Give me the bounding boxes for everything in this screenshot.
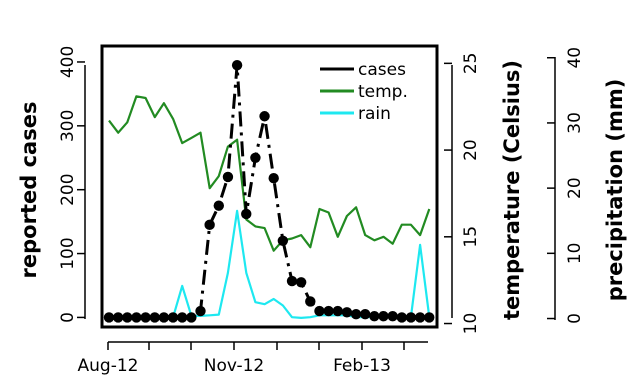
left-tick-label-4: 400 bbox=[58, 46, 78, 78]
temperature-tick-label-3: 25 bbox=[461, 53, 481, 75]
series-cases-point-16 bbox=[250, 152, 261, 163]
series-cases-point-23 bbox=[314, 305, 325, 317]
series-cases-point-11 bbox=[204, 219, 215, 231]
x-tick-label-1: Nov-12 bbox=[204, 356, 265, 376]
series-cases-point-30 bbox=[378, 310, 389, 322]
legend-label-rain: rain bbox=[358, 104, 391, 124]
series-cases-point-27 bbox=[350, 309, 362, 320]
temperature-tick-label-2: 20 bbox=[461, 139, 481, 161]
series-cases-point-4 bbox=[140, 312, 151, 323]
series-cases-point-8 bbox=[177, 312, 188, 323]
precipitation-tick-label-3: 30 bbox=[565, 112, 585, 134]
series-cases-point-32 bbox=[396, 312, 407, 323]
series-cases-point-34 bbox=[414, 312, 426, 323]
left-tick-label-3: 300 bbox=[58, 110, 78, 142]
left-axis-title: reported cases bbox=[17, 102, 41, 279]
series-cases-point-10 bbox=[195, 305, 206, 317]
series-cases-point-31 bbox=[387, 310, 398, 322]
legend-label-temp: temp. bbox=[358, 82, 408, 102]
precipitation-axis-title: precipitation (mm) bbox=[603, 79, 627, 302]
series-cases-point-6 bbox=[158, 312, 170, 323]
series-cases-point-35 bbox=[424, 312, 435, 323]
series-cases-point-18 bbox=[268, 172, 279, 184]
precipitation-tick-label-2: 20 bbox=[565, 177, 585, 199]
series-cases-point-0 bbox=[103, 312, 115, 323]
temperature-tick-label-0: 10 bbox=[461, 313, 481, 335]
left-tick-label-0: 0 bbox=[58, 312, 78, 323]
series-cases-point-14 bbox=[231, 59, 243, 71]
series-cases-point-7 bbox=[167, 312, 179, 323]
precipitation-tick-label-1: 10 bbox=[565, 243, 585, 265]
temperature-axis-ticks: 10 15 20 25 bbox=[444, 53, 481, 335]
series-cases-point-1 bbox=[112, 312, 124, 323]
temperature-axis-title: temperature (Celsius) bbox=[500, 60, 524, 320]
series-cases-point-33 bbox=[405, 312, 417, 323]
series-cases-point-3 bbox=[131, 312, 142, 323]
series-cases-point-17 bbox=[259, 111, 270, 122]
series-cases-point-9 bbox=[186, 312, 197, 323]
series-layer bbox=[103, 59, 435, 323]
legend-label-cases: cases bbox=[358, 60, 406, 80]
x-tick-label-2: Feb-13 bbox=[333, 356, 391, 376]
x-tick-label-0: Aug-12 bbox=[78, 356, 139, 376]
series-cases-point-24 bbox=[323, 305, 334, 317]
series-cases-point-25 bbox=[332, 305, 343, 317]
series-temp-line bbox=[108, 95, 431, 252]
series-rain-line bbox=[109, 209, 431, 319]
series-cases-point-19 bbox=[277, 235, 289, 246]
left-tick-label-1: 100 bbox=[58, 237, 78, 269]
series-cases-point-21 bbox=[295, 277, 307, 288]
series-cases-point-5 bbox=[149, 312, 160, 323]
series-cases-point-20 bbox=[286, 275, 298, 287]
series-cases-point-2 bbox=[122, 312, 133, 323]
plot-frame bbox=[100, 44, 439, 329]
x-axis-ticks: Aug-12 Nov-12 Feb-13 bbox=[78, 342, 405, 376]
series-cases-point-13 bbox=[222, 171, 234, 183]
series-cases-point-22 bbox=[305, 296, 316, 307]
left-axis-ticks: 0 100 200 300 400 bbox=[58, 46, 85, 323]
temperature-tick-label-1: 15 bbox=[461, 226, 481, 248]
precipitation-tick-label-4: 40 bbox=[565, 47, 585, 69]
series-cases-point-26 bbox=[341, 307, 353, 318]
series-cases-point-12 bbox=[213, 200, 224, 211]
precipitation-tick-label-0: 0 bbox=[565, 313, 585, 324]
series-cases-point-28 bbox=[360, 309, 371, 320]
left-tick-label-2: 200 bbox=[58, 173, 78, 205]
series-cases-point-29 bbox=[369, 310, 380, 322]
precipitation-axis-ticks: 0 10 20 30 40 bbox=[547, 47, 585, 324]
series-cases-point-15 bbox=[241, 208, 252, 220]
